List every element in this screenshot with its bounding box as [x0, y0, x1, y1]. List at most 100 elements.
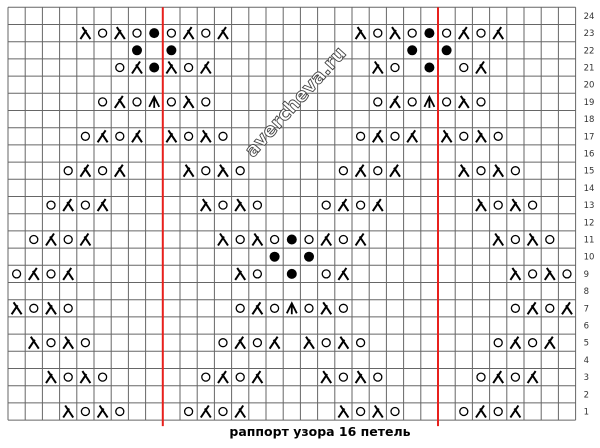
right-decrease-icon	[131, 60, 143, 75]
yarn-over-symbol	[97, 28, 108, 38]
yarn-over-symbol	[321, 200, 331, 210]
right-decrease-icon	[234, 336, 247, 350]
yarn-over-symbol	[304, 234, 314, 245]
yarn-over-symbol	[510, 166, 521, 176]
row-label: 13	[584, 201, 595, 211]
row-label: 10	[584, 253, 595, 263]
right-leaning-decrease-symbol	[96, 198, 109, 212]
left-leaning-decrease-symbol	[526, 232, 539, 247]
yarn-over-icon	[390, 62, 400, 73]
right-decrease-icon	[389, 164, 401, 178]
yarn-over-icon	[183, 131, 194, 141]
yarn-over-icon	[355, 131, 366, 141]
left-leaning-decrease-symbol	[27, 336, 40, 350]
left-decrease-icon	[182, 164, 195, 178]
yarn-over-icon	[97, 97, 108, 107]
row-label: 5	[584, 339, 589, 349]
yarn-over-icon	[510, 303, 521, 313]
yarn-over-icon	[493, 200, 503, 210]
central-decrease-icon	[285, 301, 298, 315]
right-decrease-icon	[96, 198, 109, 212]
left-decrease-icon	[27, 336, 40, 350]
yarn-over-symbol	[527, 338, 538, 348]
left-leaning-decrease-symbol	[389, 26, 401, 40]
left-leaning-decrease-symbol	[354, 370, 367, 384]
right-leaning-decrease-symbol	[475, 404, 487, 419]
right-leaning-decrease-symbol	[371, 129, 384, 143]
right-leaning-decrease-symbol	[354, 164, 367, 178]
right-decrease-icon	[371, 198, 384, 212]
left-leaning-decrease-symbol	[217, 164, 229, 178]
yarn-over-symbol	[235, 303, 245, 313]
yarn-over-icon	[355, 338, 366, 348]
left-decrease-icon	[457, 164, 470, 178]
left-leaning-decrease-symbol	[62, 336, 75, 350]
row-label: 4	[584, 356, 589, 366]
bobble-icon	[407, 45, 418, 56]
bobble-icon	[424, 28, 435, 39]
right-leaning-decrease-symbol	[543, 336, 556, 350]
yarn-over-symbol	[355, 131, 366, 141]
yarn-over-symbol	[166, 97, 177, 107]
yarn-over-symbol	[115, 131, 125, 141]
left-decrease-icon	[543, 267, 556, 281]
right-decrease-icon	[268, 336, 281, 350]
right-leaning-decrease-symbol	[199, 404, 212, 419]
row-label: 22	[584, 46, 595, 56]
left-decrease-icon	[113, 26, 126, 40]
row-label: 24	[584, 12, 595, 22]
yarn-over-symbol	[252, 269, 263, 279]
yarn-over-icon	[527, 338, 538, 348]
yarn-over-icon	[46, 338, 56, 348]
left-decrease-icon	[199, 129, 212, 143]
right-decrease-icon	[234, 404, 247, 419]
right-leaning-decrease-symbol	[492, 26, 505, 40]
yarn-over-icon	[115, 131, 125, 141]
yarn-over-symbol	[338, 303, 349, 313]
yarn-over-icon	[338, 372, 349, 382]
yarn-over-icon	[527, 269, 538, 279]
bobble-icon	[269, 251, 280, 262]
yarn-over-icon	[441, 28, 452, 38]
left-leaning-decrease-symbol	[371, 404, 384, 419]
yarn-over-symbol	[510, 372, 521, 382]
right-leaning-decrease-symbol	[62, 267, 75, 281]
yarn-over-symbol	[218, 200, 228, 210]
yarn-over-icon	[476, 372, 486, 382]
yarn-over-symbol	[235, 166, 245, 176]
yarn-over-symbol	[562, 269, 572, 279]
yarn-over-icon	[493, 131, 503, 141]
yarn-over-symbol	[46, 338, 56, 348]
left-decrease-icon	[509, 198, 522, 212]
yarn-over-symbol	[373, 28, 383, 38]
row-label: 6	[584, 322, 589, 332]
left-leaning-decrease-symbol	[457, 164, 470, 178]
row-label: 11	[584, 236, 595, 246]
row-label: 7	[584, 304, 589, 314]
right-leaning-decrease-symbol	[509, 336, 522, 350]
yarn-over-icon	[338, 166, 349, 176]
yarn-over-icon	[80, 131, 91, 141]
yarn-over-symbol	[252, 200, 263, 210]
yarn-over-symbol	[459, 62, 469, 73]
right-decrease-icon	[320, 232, 333, 247]
yarn-over-icon	[80, 338, 91, 348]
left-decrease-icon	[96, 404, 109, 419]
right-leaning-decrease-symbol	[113, 95, 126, 109]
right-leaning-decrease-symbol	[234, 404, 247, 419]
left-decrease-icon	[337, 404, 350, 419]
yarn-over-icon	[218, 131, 228, 141]
right-decrease-icon	[96, 129, 109, 143]
right-leaning-decrease-symbol	[234, 336, 247, 350]
yarn-over-icon	[269, 303, 280, 313]
right-leaning-decrease-symbol	[45, 232, 57, 247]
right-leaning-decrease-symbol	[79, 164, 92, 178]
yarn-over-icon	[235, 166, 245, 176]
left-decrease-icon	[492, 232, 505, 247]
yarn-over-symbol	[80, 200, 91, 210]
yarn-over-symbol	[304, 303, 314, 313]
yarn-over-symbol	[218, 131, 228, 141]
yarn-over-symbol	[80, 131, 91, 141]
left-leaning-decrease-symbol	[62, 404, 75, 419]
yarn-over-icon	[338, 234, 349, 245]
